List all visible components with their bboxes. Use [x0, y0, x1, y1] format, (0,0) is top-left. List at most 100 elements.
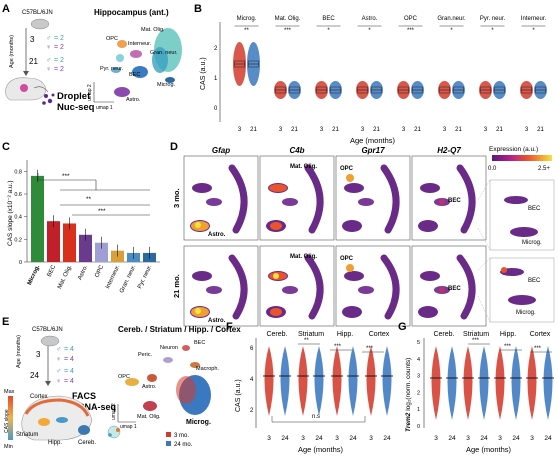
panel-b-xtick: 3	[525, 127, 529, 133]
panel-f: F CAS (a.u.) 6 4 2 Cereb. Striatum Hipp. Co…	[226, 321, 393, 454]
panel-f-violins	[263, 346, 393, 416]
panel-b-xtick: 3	[443, 127, 447, 133]
panel-f-sig	[271, 343, 384, 423]
panel-letter-d: D	[170, 141, 178, 153]
panel-b-sig: *	[368, 28, 371, 34]
panel-c-yticks: 0 0.2 0.4 0.6 0.8	[14, 169, 27, 266]
panel-f-sig: ***	[366, 346, 374, 352]
panel-c-ytick: 0	[19, 260, 22, 266]
xtick: 24	[281, 435, 289, 442]
panel-g-ytick: 4	[417, 357, 420, 363]
expression-legend-title: Expression (a.u.)	[489, 146, 538, 153]
mouse-icon	[40, 335, 60, 347]
cluster-label-peric: Peric.	[138, 352, 153, 358]
c4b-astro	[270, 222, 282, 230]
panel-c-significance	[37, 173, 150, 216]
panel-b-group-title: Interneur.	[521, 16, 547, 22]
xtick: 24	[448, 435, 456, 442]
panel-b-group-title: Astro.	[362, 16, 378, 22]
xtick: 3	[434, 435, 438, 442]
region-title: Cortex	[530, 331, 551, 338]
umap-cluster	[358, 198, 374, 206]
expression-colorbar	[492, 155, 552, 161]
umap-cluster	[304, 164, 324, 234]
bar	[95, 242, 108, 262]
cluster-label-bec: BEC	[129, 72, 140, 78]
zoom-connector	[477, 227, 491, 251]
droplets-icon	[42, 93, 55, 105]
region-title: Cortex	[369, 331, 390, 338]
age-axis-label: Age (months)	[16, 335, 22, 368]
hippocampus-region	[56, 417, 68, 423]
label-astro: Astro.	[208, 318, 226, 324]
xtick: 3	[335, 435, 339, 442]
cluster-label-astro: Astro.	[126, 97, 141, 103]
brain-sagittal-icon	[21, 395, 93, 441]
umap-cluster	[192, 271, 212, 281]
zoom-box-21mo	[489, 257, 555, 323]
c4b-peak	[273, 273, 279, 279]
umap-cluster	[304, 254, 324, 320]
method-label-2: Nuc-seq	[57, 102, 95, 113]
bar	[47, 221, 60, 262]
violin	[382, 346, 392, 416]
region-label-striatum: Striatum	[16, 432, 38, 438]
striatum-region	[38, 418, 50, 426]
xtick: 3	[530, 435, 534, 442]
method-label-1: FACS	[72, 391, 96, 401]
panel-g-sig: ***	[504, 344, 512, 350]
cortex-region	[24, 398, 90, 417]
label-astro: Astro.	[208, 232, 226, 238]
panel-c-xlabel: Interneur.	[105, 264, 121, 290]
panel-c-xlabel: Astro.	[77, 264, 89, 281]
h2q7-bec	[439, 199, 445, 205]
panel-g-yticks: 0 1 2 3 4 5	[417, 340, 420, 430]
violin	[366, 346, 376, 416]
panel-f-sig: ***	[334, 344, 342, 350]
umap-y-label: umap 2	[111, 403, 117, 420]
n-female: = 4	[64, 356, 74, 363]
label-opc: OPC	[340, 256, 354, 262]
h2q7-bec	[439, 287, 445, 293]
violin	[511, 346, 521, 420]
xtick: 3	[466, 435, 470, 442]
xtick: 24	[480, 435, 488, 442]
panel-f-ylabel: CAS (a.u.)	[235, 379, 242, 412]
panel-b-sig: *	[532, 28, 535, 34]
violin	[479, 346, 489, 420]
umap-cluster	[420, 271, 440, 281]
n-male: = 2	[54, 57, 64, 64]
violin	[332, 346, 342, 416]
gpr17-high	[346, 174, 354, 182]
panel-d-grid: Gfap Astro. Astro. C4b Mat. Olig. Mat. Olig. G…	[183, 146, 487, 327]
umap-cluster	[456, 254, 476, 320]
c4b-high	[269, 184, 287, 192]
panel-b-xlabel: Age (months)	[350, 136, 396, 145]
umap-cluster	[418, 220, 438, 232]
xtick: 24	[383, 435, 391, 442]
panel-b-ytick: 2	[214, 46, 218, 52]
panel-c-sig: ***	[98, 208, 106, 215]
cluster-label-interneur: Interneur.	[128, 41, 152, 47]
age-21: 21	[29, 57, 38, 66]
female-symbol-icon: ♀	[56, 356, 61, 363]
gfap-peak	[195, 308, 201, 314]
zoom-label-microg: Microg.	[516, 310, 536, 316]
umap-x-label: umap 1	[120, 424, 137, 430]
umap-cluster	[282, 198, 298, 206]
panel-b-group-title: OPC	[404, 16, 418, 22]
umap-title: Hippocampus (ant.)	[94, 8, 169, 17]
violin	[463, 346, 473, 420]
zoom-box-3mo	[489, 179, 555, 251]
strain-label: C57BL/6JN	[32, 327, 63, 333]
panel-g-xticks: 3 24 3 24 3 24 3 24	[434, 435, 552, 442]
violin	[431, 346, 441, 420]
regions-title: Cereb. / Striatum / Hipp. / Cortex	[118, 325, 241, 334]
cluster-label-opc: OPC	[118, 374, 130, 380]
age-3: 3	[30, 35, 35, 44]
violin	[280, 346, 290, 416]
umap-cluster	[342, 220, 362, 232]
panel-c-xlabel: Pyr. neur.	[137, 264, 153, 290]
